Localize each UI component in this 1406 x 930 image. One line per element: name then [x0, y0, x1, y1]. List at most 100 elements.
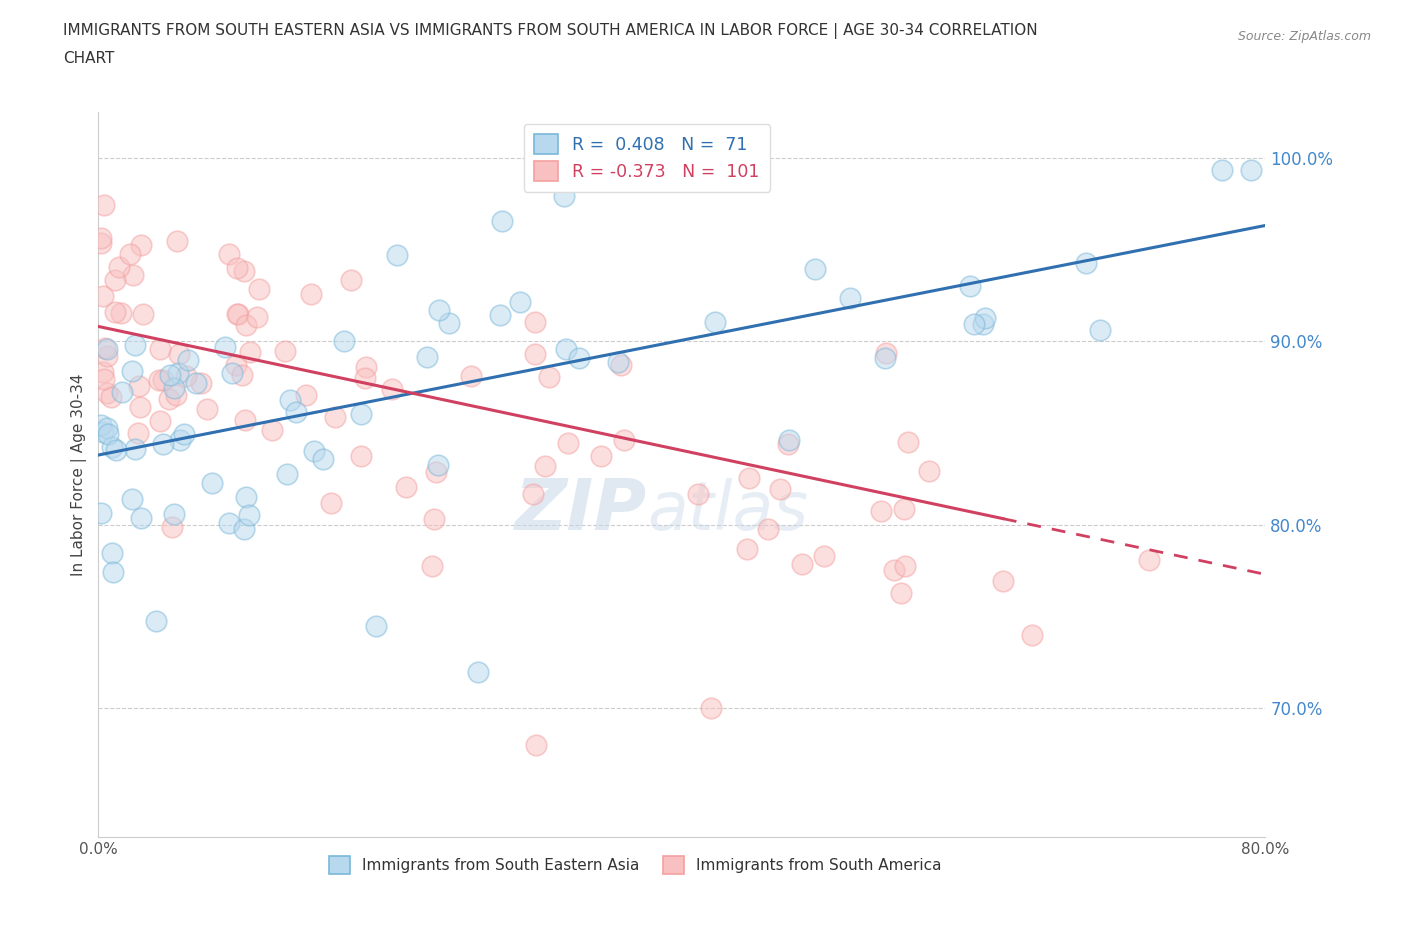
Point [233, 413, 256, 428]
Point [349, 406, 371, 421]
Point [972, 317, 994, 332]
Text: Source: ZipAtlas.com: Source: ZipAtlas.com [1237, 30, 1371, 43]
Point [918, 463, 941, 478]
Point [246, 309, 269, 324]
Point [200, 475, 222, 490]
Point [129, 510, 152, 525]
Point [276, 467, 298, 482]
Point [160, 519, 183, 534]
Point [491, 214, 513, 229]
Point [870, 504, 893, 519]
Point [232, 263, 254, 278]
Point [737, 471, 759, 485]
Point [173, 427, 195, 442]
Point [167, 347, 190, 362]
Point [174, 368, 197, 383]
Point [610, 357, 633, 372]
Point [427, 458, 450, 472]
Point [190, 376, 212, 391]
Point [101, 439, 124, 454]
Point [873, 351, 896, 365]
Point [184, 375, 207, 390]
Point [973, 311, 995, 325]
Point [128, 379, 150, 393]
Point [1076, 256, 1098, 271]
Point [274, 343, 297, 358]
Point [439, 315, 461, 330]
Point [756, 522, 779, 537]
Point [321, 496, 343, 511]
Point [218, 516, 240, 531]
Point [299, 286, 322, 301]
Point [280, 392, 302, 407]
Point [304, 444, 326, 458]
Point [420, 559, 443, 574]
Point [103, 305, 125, 320]
Point [522, 487, 544, 502]
Point [127, 426, 149, 441]
Point [96, 386, 118, 401]
Point [111, 384, 134, 399]
Text: atlas: atlas [647, 478, 808, 543]
Point [534, 458, 557, 473]
Point [323, 409, 346, 424]
Point [103, 565, 125, 579]
Point [354, 359, 377, 374]
Point [387, 248, 409, 263]
Point [554, 341, 576, 356]
Point [460, 368, 482, 383]
Point [839, 290, 862, 305]
Point [589, 449, 612, 464]
Point [427, 302, 450, 317]
Point [221, 365, 243, 380]
Point [883, 563, 905, 578]
Point [90, 418, 112, 432]
Point [1211, 163, 1233, 178]
Point [162, 507, 184, 522]
Text: CHART: CHART [63, 51, 115, 66]
Point [91, 365, 114, 379]
Point [132, 307, 155, 322]
Point [163, 381, 186, 396]
Point [295, 388, 318, 403]
Point [959, 279, 981, 294]
Point [523, 346, 546, 361]
Point [333, 334, 356, 349]
Point [509, 294, 531, 309]
Point [1088, 322, 1111, 337]
Point [568, 351, 591, 365]
Point [238, 507, 260, 522]
Text: IMMIGRANTS FROM SOUTH EASTERN ASIA VS IMMIGRANTS FROM SOUTH AMERICA IN LABOR FOR: IMMIGRANTS FROM SOUTH EASTERN ASIA VS IM… [63, 23, 1038, 39]
Point [124, 338, 146, 352]
Point [129, 399, 152, 414]
Point [166, 234, 188, 249]
Point [488, 307, 510, 322]
Point [523, 314, 546, 329]
Point [195, 401, 218, 416]
Point [1021, 628, 1043, 643]
Point [875, 346, 897, 361]
Point [110, 305, 132, 320]
Point [225, 260, 247, 275]
Point [607, 354, 630, 369]
Point [121, 364, 143, 379]
Point [776, 436, 799, 451]
Point [96, 349, 118, 364]
Point [1240, 163, 1263, 178]
Point [107, 259, 129, 274]
Point [94, 340, 117, 355]
Point [260, 423, 283, 438]
Point [101, 546, 124, 561]
Point [169, 432, 191, 447]
Point [226, 307, 249, 322]
Y-axis label: In Labor Force | Age 30-34: In Labor Force | Age 30-34 [72, 373, 87, 576]
Legend: Immigrants from South Eastern Asia, Immigrants from South America: Immigrants from South Eastern Asia, Immi… [322, 850, 948, 880]
Point [176, 352, 198, 367]
Point [890, 585, 912, 600]
Point [90, 235, 112, 250]
Point [993, 573, 1015, 588]
Text: ZIP: ZIP [515, 476, 647, 545]
Point [395, 480, 418, 495]
Point [149, 341, 172, 356]
Point [157, 392, 180, 406]
